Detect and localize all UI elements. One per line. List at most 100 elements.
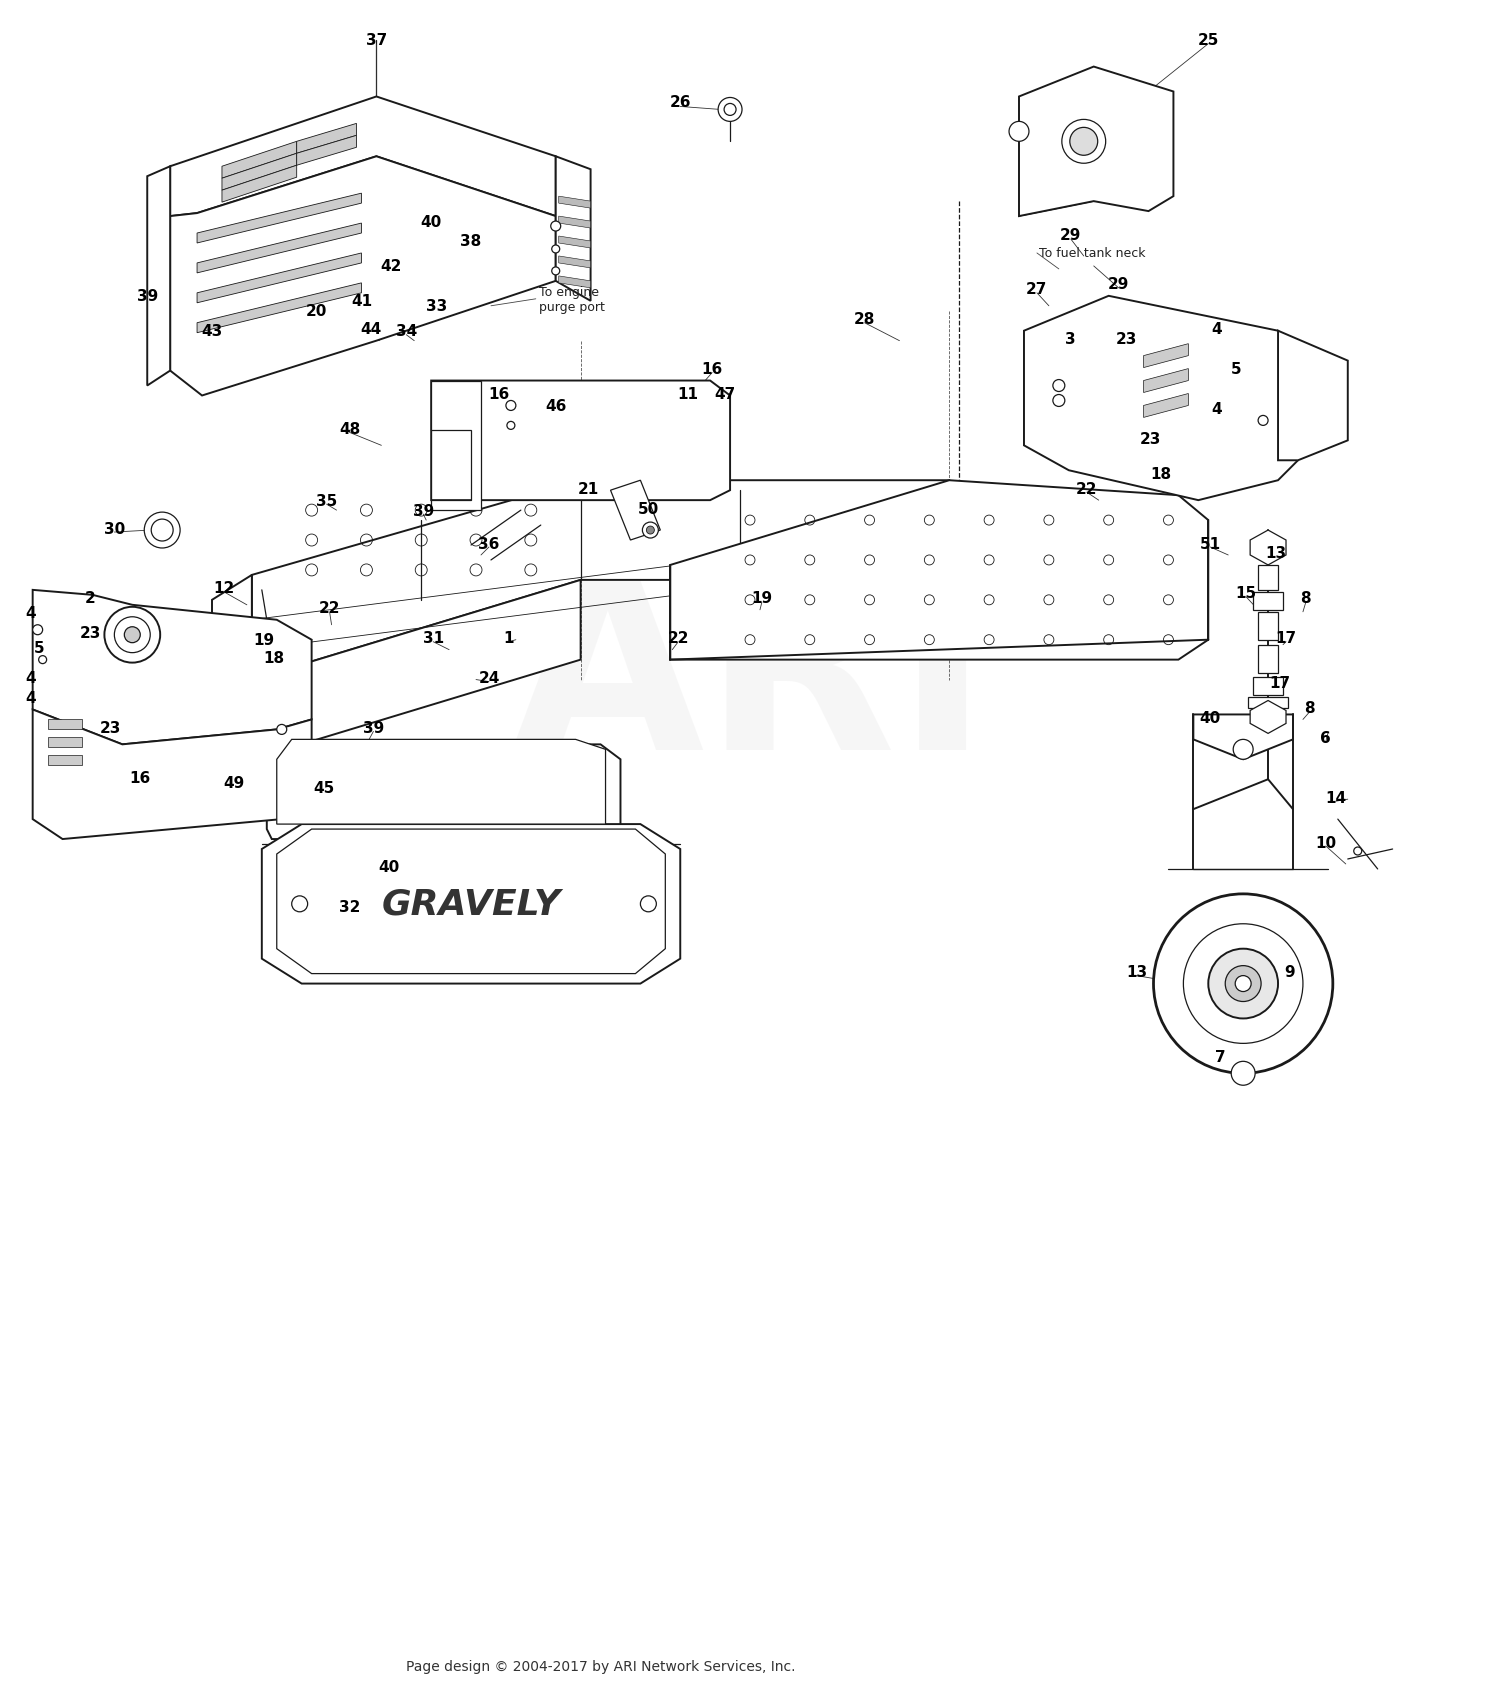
Polygon shape xyxy=(278,740,606,825)
Text: 11: 11 xyxy=(678,387,699,402)
Circle shape xyxy=(152,520,172,542)
Text: 13: 13 xyxy=(1126,965,1148,980)
Circle shape xyxy=(278,725,286,735)
Text: 14: 14 xyxy=(1326,789,1347,805)
Circle shape xyxy=(105,607,160,663)
Text: 20: 20 xyxy=(306,303,327,319)
Polygon shape xyxy=(558,198,591,210)
Polygon shape xyxy=(1143,370,1188,394)
Text: 4: 4 xyxy=(1210,322,1221,338)
Text: 25: 25 xyxy=(1197,32,1219,48)
Text: 17: 17 xyxy=(1275,631,1296,646)
Text: 40: 40 xyxy=(378,859,400,875)
Text: 19: 19 xyxy=(254,633,274,648)
Text: 40: 40 xyxy=(420,215,442,230)
Text: 6: 6 xyxy=(1320,730,1330,745)
Polygon shape xyxy=(1143,394,1188,418)
Bar xyxy=(1248,697,1288,709)
Circle shape xyxy=(1154,895,1334,1074)
Polygon shape xyxy=(48,738,82,748)
Text: 15: 15 xyxy=(1236,587,1257,600)
Polygon shape xyxy=(170,157,555,396)
Circle shape xyxy=(39,656,46,665)
Text: 27: 27 xyxy=(1026,281,1047,297)
Circle shape xyxy=(1062,121,1106,164)
Text: 30: 30 xyxy=(104,522,125,537)
Text: 22: 22 xyxy=(668,631,688,646)
Text: 35: 35 xyxy=(316,493,338,508)
Text: 37: 37 xyxy=(366,32,387,48)
Text: 16: 16 xyxy=(702,361,723,377)
Polygon shape xyxy=(222,153,297,191)
Text: 39: 39 xyxy=(363,721,384,735)
Text: 4: 4 xyxy=(1210,402,1221,416)
Text: 42: 42 xyxy=(381,259,402,275)
Circle shape xyxy=(1233,740,1252,760)
Polygon shape xyxy=(297,124,357,153)
Text: 22: 22 xyxy=(1076,481,1098,496)
Text: 8: 8 xyxy=(1300,592,1311,605)
Text: 49: 49 xyxy=(224,776,245,789)
Polygon shape xyxy=(33,709,312,839)
Polygon shape xyxy=(558,257,591,269)
Polygon shape xyxy=(1024,297,1298,501)
Polygon shape xyxy=(1278,331,1348,460)
Text: 26: 26 xyxy=(669,95,692,109)
Circle shape xyxy=(550,222,561,232)
Bar xyxy=(1258,566,1278,590)
Circle shape xyxy=(552,268,560,276)
Polygon shape xyxy=(1250,701,1286,733)
Text: 46: 46 xyxy=(544,399,567,414)
Text: 19: 19 xyxy=(752,592,772,605)
Polygon shape xyxy=(555,157,591,302)
Polygon shape xyxy=(1019,68,1173,217)
Polygon shape xyxy=(211,576,252,701)
Polygon shape xyxy=(48,755,82,766)
Polygon shape xyxy=(196,283,362,334)
Text: 4: 4 xyxy=(26,605,36,621)
Circle shape xyxy=(1184,924,1304,1043)
Text: 24: 24 xyxy=(478,670,500,685)
Polygon shape xyxy=(147,167,170,387)
Text: 8: 8 xyxy=(1305,701,1316,716)
Text: 50: 50 xyxy=(638,501,658,517)
Polygon shape xyxy=(430,382,482,512)
Text: 21: 21 xyxy=(578,481,598,496)
Circle shape xyxy=(1258,416,1268,426)
Text: 29: 29 xyxy=(1108,278,1130,292)
Polygon shape xyxy=(670,481,1209,660)
Polygon shape xyxy=(33,590,312,745)
Text: 44: 44 xyxy=(362,322,382,338)
Polygon shape xyxy=(170,97,555,217)
Text: 18: 18 xyxy=(1150,467,1172,481)
Text: 36: 36 xyxy=(478,535,500,551)
Circle shape xyxy=(724,104,736,116)
Circle shape xyxy=(1053,380,1065,392)
Text: 33: 33 xyxy=(426,298,447,314)
Text: 39: 39 xyxy=(413,503,434,518)
Text: 23: 23 xyxy=(99,721,122,735)
Text: 9: 9 xyxy=(1284,965,1296,980)
Circle shape xyxy=(1226,967,1262,1003)
Polygon shape xyxy=(267,745,621,839)
Polygon shape xyxy=(558,276,591,288)
Text: 48: 48 xyxy=(339,421,360,436)
Text: 34: 34 xyxy=(396,324,417,339)
Text: 23: 23 xyxy=(1116,332,1137,348)
Circle shape xyxy=(1354,847,1362,856)
Circle shape xyxy=(33,626,42,636)
Polygon shape xyxy=(252,481,950,680)
Polygon shape xyxy=(252,580,580,760)
Bar xyxy=(1252,677,1282,696)
Circle shape xyxy=(124,627,141,643)
Text: ARI: ARI xyxy=(510,559,990,801)
Polygon shape xyxy=(1250,530,1286,566)
Text: 18: 18 xyxy=(262,651,285,665)
Circle shape xyxy=(1053,396,1065,407)
Polygon shape xyxy=(610,481,660,540)
Circle shape xyxy=(646,527,654,535)
Polygon shape xyxy=(278,830,666,974)
Text: To fuel tank neck: To fuel tank neck xyxy=(1040,247,1146,261)
Text: 22: 22 xyxy=(320,600,340,616)
Circle shape xyxy=(291,897,308,912)
